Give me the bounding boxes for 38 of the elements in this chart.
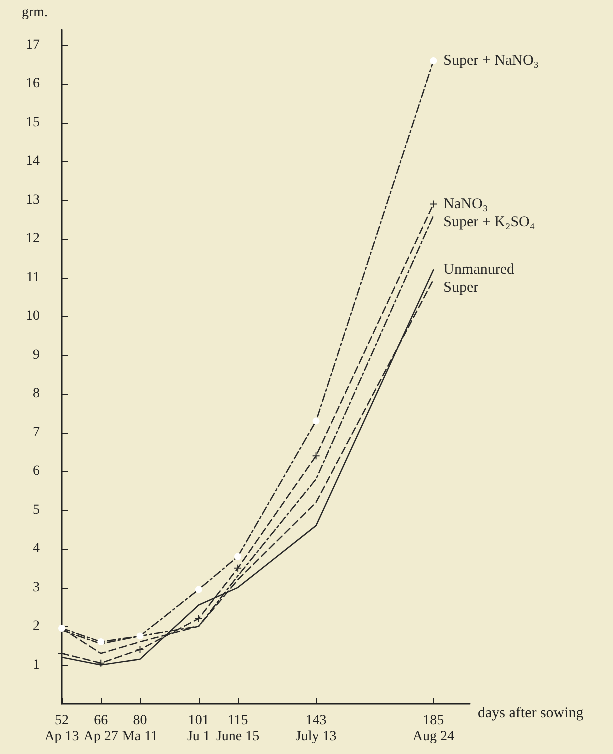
y-tick-label: 6 [33,464,40,480]
x-tick-label: 52 [55,714,69,728]
y-tick-label: 5 [33,502,40,518]
y-tick-label: 16 [26,76,40,92]
x-tick-label: 143 [306,714,327,728]
series-label: Super [444,280,479,296]
x-tick-label: 185 [423,714,444,728]
series-label: Unmanured [444,262,515,278]
series-label: Super + NaNO₃ [444,52,540,69]
y-tick-label: 10 [26,309,40,324]
x2-tick-label: Aug 24 [412,730,454,744]
x-tick-label: 80 [133,714,148,728]
x-axis-title: days after sowing [478,706,584,722]
y-tick-label: 13 [26,192,40,208]
x2-tick-label: June 15 [216,730,260,744]
y-tick-label: 3 [33,580,40,596]
x2-tick-label: Ap 13 [44,730,80,744]
y-tick-label: 1 [33,658,40,673]
y-tick-label: 12 [26,232,40,247]
y-tick-label: 11 [26,270,40,286]
x-tick-label: 101 [188,714,210,728]
x-tick-label: 115 [228,714,248,728]
y-tick-label: 2 [33,619,40,634]
y-tick-label: 8 [33,386,40,402]
y-tick-label: 9 [33,348,40,363]
x2-tick-label: July 13 [296,730,337,744]
y-axis-title: grm. [22,6,48,20]
y-tick-label: 15 [26,115,40,130]
x-tick-label: 66 [94,714,108,728]
x2-tick-label: Ap 27 [84,730,118,744]
y-tick-label: 17 [26,38,40,53]
x2-tick-label: Ju 1 [187,730,210,744]
y-tick-label: 7 [33,425,40,440]
y-tick-label: 4 [33,542,40,557]
series-label: NaNO₃ [444,196,488,212]
series-label: Super + K₂SO₄ [444,214,536,230]
x2-tick-label: Ma 11 [122,730,158,744]
y-tick-label: 14 [26,154,40,170]
